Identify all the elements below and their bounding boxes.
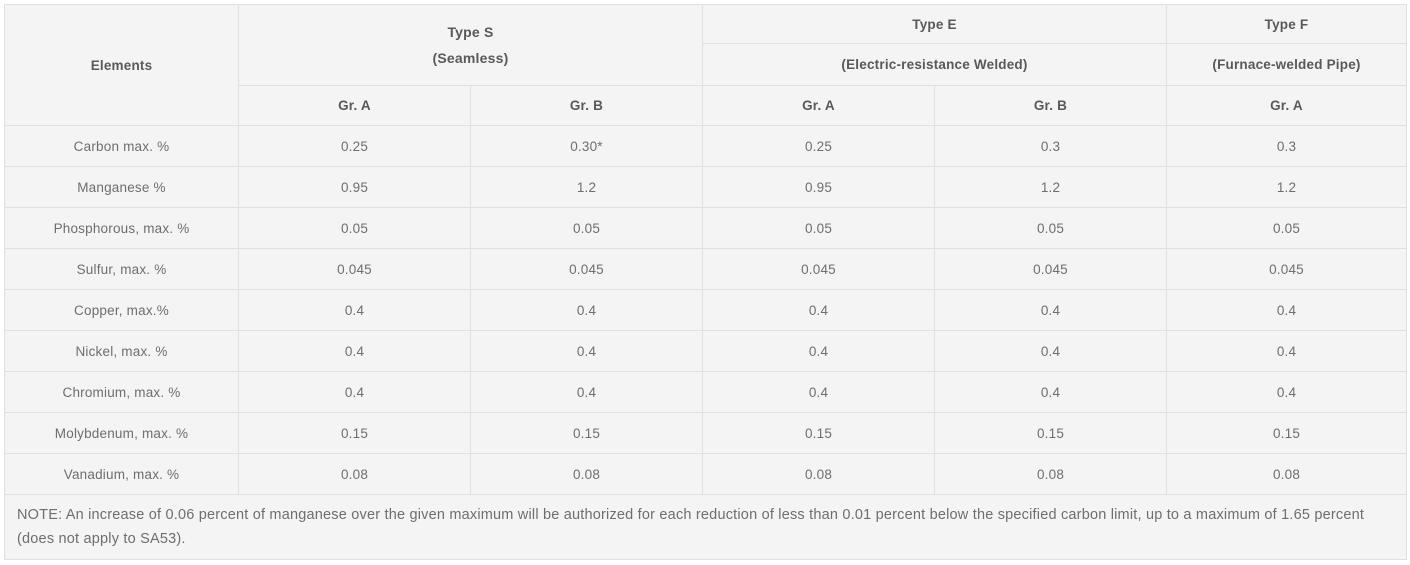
value-cell: 0.08 xyxy=(702,453,935,495)
chemical-composition-table: Elements Type S (Seamless) Type E Type F… xyxy=(4,4,1407,560)
value-cell: 0.08 xyxy=(470,453,703,495)
value-cell: 0.3 xyxy=(934,125,1167,167)
value-cell: 0.3 xyxy=(1166,125,1407,167)
value-cell: 0.05 xyxy=(702,207,935,249)
type-s-subtitle: (Seamless) xyxy=(432,50,509,66)
value-cell: 0.15 xyxy=(470,412,703,454)
element-label: Chromium, max. % xyxy=(4,371,239,413)
table-row-manganese: Manganese % 0.95 1.2 0.95 1.2 1.2 xyxy=(4,166,1407,208)
type-s-title: Type S xyxy=(447,24,494,40)
header-row-grades: Gr. A Gr. B Gr. A Gr. B Gr. A xyxy=(5,85,1407,126)
type-f-title: Type F xyxy=(1166,4,1407,44)
value-cell: 0.4 xyxy=(934,371,1167,413)
value-cell: 1.2 xyxy=(934,166,1167,208)
value-cell: 0.05 xyxy=(238,207,471,249)
value-cell: 0.95 xyxy=(702,166,935,208)
table-row-molybdenum: Molybdenum, max. % 0.15 0.15 0.15 0.15 0… xyxy=(4,412,1407,454)
value-cell: 0.30* xyxy=(470,125,703,167)
value-cell: 1.2 xyxy=(470,166,703,208)
value-cell: 0.05 xyxy=(1166,207,1407,249)
value-cell: 1.2 xyxy=(1166,166,1407,208)
value-cell: 0.4 xyxy=(238,330,471,372)
table-row-phosphorous: Phosphorous, max. % 0.05 0.05 0.05 0.05 … xyxy=(4,207,1407,249)
value-cell: 0.045 xyxy=(1166,248,1407,290)
table-row-copper: Copper, max.% 0.4 0.4 0.4 0.4 0.4 xyxy=(4,289,1407,331)
value-cell: 0.08 xyxy=(1166,453,1407,495)
value-cell: 0.4 xyxy=(1166,289,1407,331)
value-cell: 0.4 xyxy=(934,289,1167,331)
element-label: Vanadium, max. % xyxy=(4,453,239,495)
grade-header-type-s-gr-a: Gr. A xyxy=(238,85,471,126)
value-cell: 0.045 xyxy=(238,248,471,290)
value-cell: 0.15 xyxy=(702,412,935,454)
value-cell: 0.05 xyxy=(470,207,703,249)
header-row-subtitles: (Electric-resistance Welded) (Furnace-we… xyxy=(5,43,1407,86)
element-label: Nickel, max. % xyxy=(4,330,239,372)
grade-header-type-e-gr-b: Gr. B xyxy=(934,85,1167,126)
element-label: Molybdenum, max. % xyxy=(4,412,239,454)
value-cell: 0.08 xyxy=(238,453,471,495)
value-cell: 0.4 xyxy=(702,289,935,331)
element-label: Phosphorous, max. % xyxy=(4,207,239,249)
table-note: NOTE: An increase of 0.06 percent of man… xyxy=(4,494,1407,560)
grade-header-type-e-gr-a: Gr. A xyxy=(702,85,935,126)
element-label: Manganese % xyxy=(4,166,239,208)
type-s-header: Type S (Seamless) xyxy=(238,4,703,86)
table-row-chromium: Chromium, max. % 0.4 0.4 0.4 0.4 0.4 xyxy=(4,371,1407,413)
value-cell: 0.4 xyxy=(238,289,471,331)
type-e-subtitle: (Electric-resistance Welded) xyxy=(702,43,1167,86)
value-cell: 0.4 xyxy=(702,330,935,372)
element-label: Carbon max. % xyxy=(4,125,239,167)
value-cell: 0.4 xyxy=(1166,330,1407,372)
note-row: NOTE: An increase of 0.06 percent of man… xyxy=(4,494,1407,560)
value-cell: 0.15 xyxy=(1166,412,1407,454)
value-cell: 0.95 xyxy=(238,166,471,208)
value-cell: 0.4 xyxy=(470,289,703,331)
table-row-nickel: Nickel, max. % 0.4 0.4 0.4 0.4 0.4 xyxy=(4,330,1407,372)
table-row-carbon: Carbon max. % 0.25 0.30* 0.25 0.3 0.3 xyxy=(4,125,1407,167)
element-label: Sulfur, max. % xyxy=(4,248,239,290)
type-f-subtitle: (Furnace-welded Pipe) xyxy=(1166,43,1407,86)
value-cell: 0.4 xyxy=(238,371,471,413)
value-cell: 0.045 xyxy=(470,248,703,290)
value-cell: 0.25 xyxy=(702,125,935,167)
value-cell: 0.4 xyxy=(470,330,703,372)
value-cell: 0.4 xyxy=(702,371,935,413)
type-e-title: Type E xyxy=(702,4,1167,44)
value-cell: 0.045 xyxy=(702,248,935,290)
grade-header-type-f-gr-a: Gr. A xyxy=(1166,85,1407,126)
value-cell: 0.15 xyxy=(934,412,1167,454)
value-cell: 0.4 xyxy=(934,330,1167,372)
elements-column-header: Elements xyxy=(4,4,239,126)
value-cell: 0.4 xyxy=(1166,371,1407,413)
header-row-titles: Elements Type S (Seamless) Type E Type F xyxy=(4,4,1407,126)
element-label: Copper, max.% xyxy=(4,289,239,331)
table-row-vanadium: Vanadium, max. % 0.08 0.08 0.08 0.08 0.0… xyxy=(4,453,1407,495)
value-cell: 0.045 xyxy=(934,248,1167,290)
value-cell: 0.05 xyxy=(934,207,1167,249)
value-cell: 0.08 xyxy=(934,453,1167,495)
value-cell: 0.4 xyxy=(470,371,703,413)
value-cell: 0.25 xyxy=(238,125,471,167)
value-cell: 0.15 xyxy=(238,412,471,454)
table-row-sulfur: Sulfur, max. % 0.045 0.045 0.045 0.045 0… xyxy=(4,248,1407,290)
grade-header-type-s-gr-b: Gr. B xyxy=(470,85,703,126)
